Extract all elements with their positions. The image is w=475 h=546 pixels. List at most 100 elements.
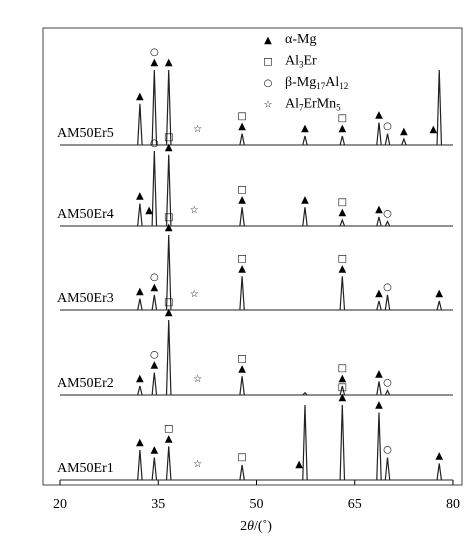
peak — [376, 122, 382, 146]
phase-marker: ▲ — [338, 123, 346, 134]
phase-marker: ▲ — [150, 360, 158, 371]
phase-marker: ○ — [383, 378, 392, 389]
label-part: /(˚) — [254, 519, 272, 534]
phase-marker: ▲ — [165, 142, 173, 153]
peak — [165, 154, 172, 227]
phase-marker: ☆ — [193, 459, 202, 470]
phase-marker: ○ — [383, 445, 392, 456]
x-tick-label: 50 — [250, 497, 264, 512]
subscript: 3 — [299, 60, 304, 70]
phase-marker: ▲ — [338, 373, 346, 384]
phase-marker: ○ — [150, 350, 159, 361]
x-tick-label: 65 — [348, 497, 362, 512]
x-axis-label: 2θ/(˚) — [240, 519, 272, 534]
peak — [137, 298, 143, 311]
x-tick-label: 20 — [53, 497, 67, 512]
phase-marker: □ — [164, 132, 173, 143]
peak — [165, 446, 172, 481]
peak — [151, 294, 158, 311]
series-label: AM50Er4 — [57, 207, 114, 222]
phase-marker: ▲ — [145, 205, 153, 216]
label-part: Al — [285, 54, 299, 69]
phase-marker: ▲ — [375, 204, 383, 215]
legend-label: α-Mg — [285, 32, 316, 47]
peak — [436, 463, 443, 481]
peak — [384, 294, 391, 311]
peak — [239, 133, 245, 146]
legend-label: Al3Er — [285, 54, 317, 70]
peak — [151, 372, 158, 396]
subscript: 5 — [336, 103, 341, 113]
peak — [339, 276, 346, 311]
series-label: AM50Er1 — [57, 461, 114, 476]
phase-marker: ▲ — [136, 91, 144, 102]
peak — [436, 300, 443, 311]
phase-marker: □ — [164, 212, 173, 223]
legend-label: Al7ErMn5 — [285, 97, 341, 113]
peak — [165, 234, 172, 311]
label-part: 2 — [240, 519, 247, 534]
label-part: β-Mg — [285, 75, 316, 90]
phase-marker: □ — [338, 197, 347, 208]
series-label: AM50Er5 — [57, 126, 114, 141]
label-part: α-Mg — [285, 32, 316, 47]
phase-marker: ▲ — [429, 124, 437, 135]
phase-marker: □ — [338, 113, 347, 124]
frame — [42, 27, 463, 486]
peak — [376, 412, 382, 481]
legend-label: β-Mg17Al12 — [285, 75, 348, 91]
peak — [302, 207, 308, 227]
legend-symbol: ▲ — [264, 35, 272, 46]
phase-marker: □ — [237, 184, 246, 195]
phase-marker: ○ — [383, 121, 392, 132]
phase-marker: ▲ — [165, 57, 173, 68]
peak — [165, 319, 172, 396]
phase-marker: ▲ — [295, 459, 303, 470]
phase-marker: □ — [237, 452, 246, 463]
label-part: Al — [285, 97, 299, 112]
subscript: 7 — [299, 103, 304, 113]
x-tick-label: 80 — [446, 497, 460, 512]
phase-marker: ▲ — [150, 57, 158, 68]
peak — [339, 404, 346, 481]
phase-marker: ▲ — [136, 437, 144, 448]
peak — [376, 381, 382, 396]
peak — [137, 385, 143, 396]
peak — [151, 457, 158, 481]
phase-marker: ▲ — [165, 433, 173, 444]
peak — [137, 103, 143, 146]
phase-marker: ▲ — [238, 363, 246, 374]
phase-marker: □ — [338, 382, 347, 393]
phase-marker: □ — [237, 111, 246, 122]
phase-marker: ▲ — [136, 286, 144, 297]
phase-marker: ▲ — [375, 369, 383, 380]
peak — [436, 69, 443, 146]
series-label: AM50Er3 — [57, 291, 114, 306]
phase-marker: □ — [338, 363, 347, 374]
phase-marker: ▲ — [375, 288, 383, 299]
peak — [339, 218, 346, 227]
peak — [384, 133, 391, 146]
peak — [239, 276, 245, 311]
phase-marker: □ — [237, 253, 246, 264]
phase-marker: □ — [237, 353, 246, 364]
phase-marker: □ — [338, 253, 347, 264]
phase-marker: ○ — [383, 282, 392, 293]
phase-marker: ▲ — [435, 288, 443, 299]
phase-marker: ○ — [383, 209, 392, 220]
phase-marker: ▲ — [400, 126, 408, 137]
phase-marker: ▲ — [165, 222, 173, 233]
peak — [151, 69, 158, 146]
label-part: θ — [247, 519, 254, 534]
phase-marker: ▲ — [165, 307, 173, 318]
phase-marker: ▲ — [136, 373, 144, 384]
phase-marker: ▲ — [238, 263, 246, 274]
peak — [137, 449, 143, 481]
peak — [137, 203, 143, 227]
phase-marker: ▲ — [435, 451, 443, 462]
phase-marker: ○ — [150, 272, 159, 283]
phase-marker: ☆ — [193, 374, 202, 385]
peak — [384, 457, 391, 481]
peak — [384, 389, 391, 396]
